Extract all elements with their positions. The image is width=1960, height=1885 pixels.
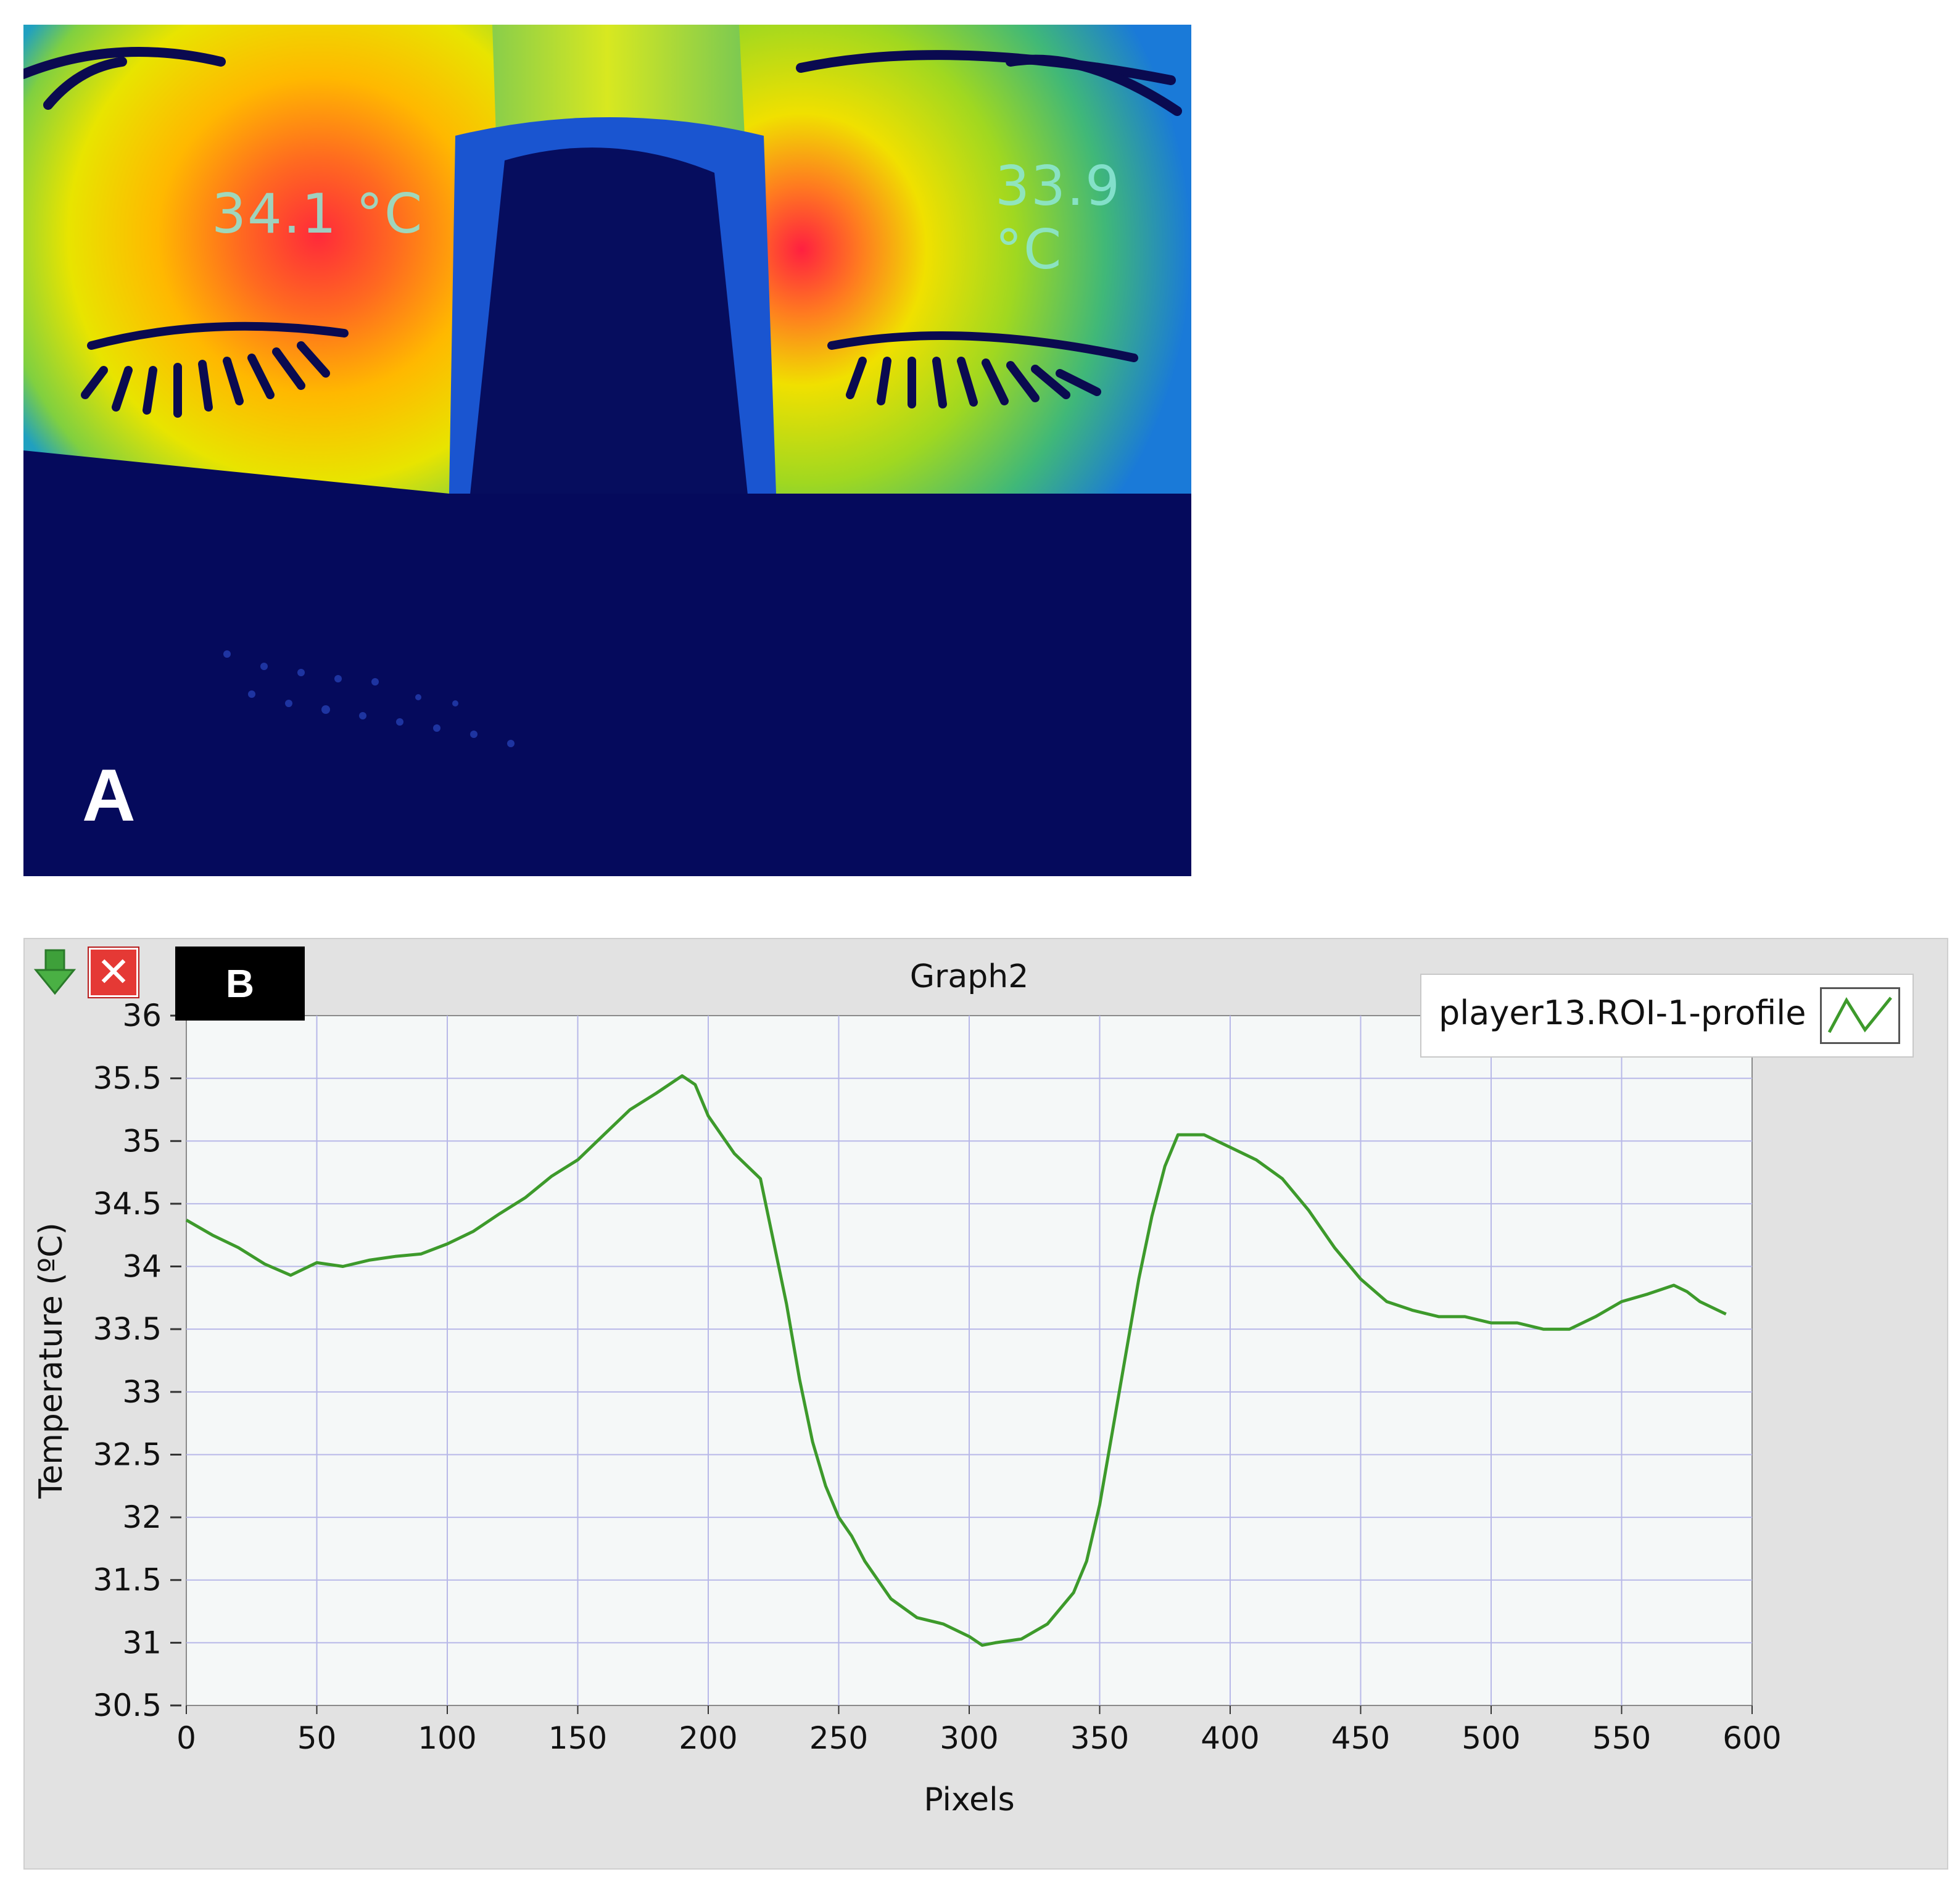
close-icon: ✕ bbox=[96, 949, 131, 995]
series-line-0 bbox=[185, 1074, 1727, 1647]
panel-b-label: B bbox=[175, 947, 305, 1021]
legend: player13.ROI-1-profile bbox=[1420, 974, 1914, 1058]
y-tick-label: 31 bbox=[122, 1625, 162, 1660]
y-tick-label: 31.5 bbox=[93, 1562, 162, 1598]
x-tick-label: 250 bbox=[809, 1720, 868, 1756]
right-eye-temperature: 33.9 °C bbox=[995, 154, 1121, 281]
x-tick-label: 150 bbox=[548, 1720, 607, 1756]
y-tick-label: 35 bbox=[122, 1123, 162, 1159]
x-tick-label: 450 bbox=[1331, 1720, 1390, 1756]
x-tick-label: 50 bbox=[297, 1720, 337, 1756]
chart-title: Graph2 bbox=[910, 958, 1029, 995]
y-tick-label: 33.5 bbox=[93, 1311, 162, 1347]
close-button[interactable]: ✕ bbox=[89, 948, 138, 997]
x-tick-label: 500 bbox=[1462, 1720, 1520, 1756]
y-tick-label: 32.5 bbox=[93, 1436, 162, 1472]
line-chart: Graph2 0 50 100 150 200 250 300 350 400 450 500 550 6… bbox=[33, 958, 1782, 1818]
y-tick-label: 34.5 bbox=[93, 1186, 162, 1222]
y-tick-label: 32 bbox=[122, 1499, 162, 1535]
y-tick-label: 35.5 bbox=[93, 1061, 162, 1096]
x-tick-label: 200 bbox=[679, 1720, 737, 1756]
y-tick-label: 34 bbox=[122, 1249, 162, 1285]
x-tick-label: 350 bbox=[1070, 1720, 1129, 1756]
panel-a-label: A bbox=[82, 754, 136, 837]
x-tick-label: 600 bbox=[1722, 1720, 1781, 1756]
y-tick-label: 33 bbox=[122, 1374, 162, 1410]
x-tick-label: 300 bbox=[940, 1720, 998, 1756]
graph-window: Graph2 0 50 100 150 200 250 300 350 400 450 500 550 6… bbox=[23, 938, 1948, 1870]
thermal-image-panel: 34.1 °C 33.9 °C A bbox=[23, 25, 1191, 876]
x-tick-label: 0 bbox=[176, 1720, 196, 1756]
x-axis-title: Pixels bbox=[924, 1781, 1014, 1818]
y-tick-label: 36 bbox=[122, 998, 162, 1034]
legend-line-swatch bbox=[1820, 987, 1900, 1044]
export-button[interactable] bbox=[32, 948, 81, 997]
left-eye-temperature: 34.1 °C bbox=[212, 182, 424, 246]
x-tick-label: 100 bbox=[418, 1720, 476, 1756]
x-tick-label: 550 bbox=[1592, 1720, 1651, 1756]
thermal-face-image bbox=[23, 25, 1191, 876]
legend-series-name: player13.ROI-1-profile bbox=[1439, 993, 1806, 1032]
x-tick-label: 400 bbox=[1201, 1720, 1259, 1756]
y-tick-label: 30.5 bbox=[93, 1688, 162, 1723]
y-axis-title: Temperature (ºC) bbox=[33, 1222, 70, 1499]
down-arrow-icon bbox=[33, 949, 76, 995]
